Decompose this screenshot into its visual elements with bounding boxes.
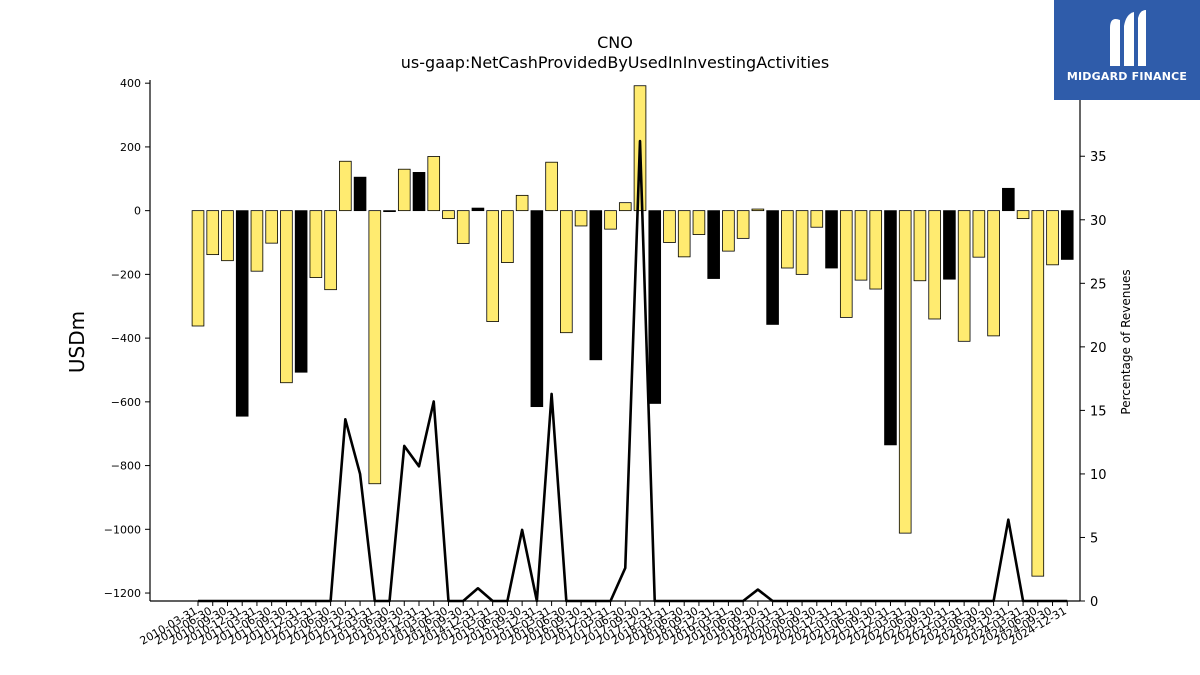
bar-2015-03-31 — [486, 210, 499, 322]
bar-2023-03-31 — [957, 210, 971, 342]
bar-2015-12-31 — [530, 210, 544, 408]
left-tick-label: −1000 — [104, 523, 141, 536]
brand-logo: MIDGARD FINANCE — [1054, 0, 1200, 100]
chart-title: CNO — [597, 33, 633, 52]
bar-2018-09-30 — [692, 210, 706, 235]
bar-2014-12-31 — [471, 207, 485, 212]
bar-2013-12-31 — [412, 172, 426, 212]
bar-2016-06-30 — [560, 210, 573, 334]
bar-2022-12-31 — [943, 210, 956, 280]
bar-2019-06-30 — [736, 210, 750, 239]
bar-2010-09-30 — [221, 210, 234, 262]
bar-2012-09-30 — [339, 160, 352, 212]
bar-2021-03-31 — [839, 210, 853, 318]
bar-2022-06-30 — [913, 210, 927, 282]
bar-2016-12-31 — [589, 210, 603, 361]
bar-2020-03-31 — [781, 210, 794, 269]
bar-2023-12-31 — [1002, 187, 1015, 212]
bar-2012-06-30 — [324, 210, 337, 291]
logo-mark-icon — [1110, 10, 1146, 66]
bar-2012-12-31 — [353, 176, 367, 212]
bar-2010-12-31 — [235, 210, 249, 417]
bar-2023-09-30 — [987, 210, 1000, 337]
bar-2011-12-31 — [294, 210, 308, 373]
bar-2024-03-31 — [1016, 210, 1030, 220]
bar-2013-06-30 — [383, 210, 396, 213]
bar-2019-12-31 — [766, 210, 779, 325]
bar-2021-12-31 — [884, 210, 897, 446]
y-axis-label: USDm — [65, 311, 89, 373]
bar-2014-06-30 — [442, 210, 455, 220]
bar-2020-09-30 — [810, 210, 824, 228]
bar-2016-03-31 — [545, 161, 558, 212]
bar-2016-09-30 — [574, 210, 588, 227]
right-tick-label: 30 — [1090, 214, 1107, 229]
bar-2018-12-31 — [707, 210, 720, 279]
bar-2011-09-30 — [280, 210, 293, 384]
right-tick-label: 5 — [1090, 531, 1098, 546]
bar-2017-06-30 — [618, 202, 632, 212]
bar-2014-09-30 — [456, 210, 470, 244]
bar-2024-06-30 — [1031, 210, 1045, 577]
bar-2024-09-30 — [1046, 210, 1059, 266]
left-tick-label: −400 — [111, 332, 141, 345]
bar-2020-12-31 — [825, 210, 838, 269]
bar-2022-03-31 — [898, 210, 912, 534]
bar-2015-09-30 — [515, 194, 529, 212]
left-tick-label: −600 — [111, 396, 141, 409]
left-ticks: −1200 −1000 −800 −600 −400 −200 0 200 400 — [104, 77, 150, 600]
bar-2017-03-31 — [604, 210, 617, 230]
bar-2023-06-30 — [972, 210, 986, 258]
bar-2013-03-31 — [368, 210, 382, 485]
bar-2010-06-30 — [206, 210, 220, 256]
bar-2012-03-31 — [309, 210, 323, 278]
line-group — [198, 139, 1068, 603]
x-ticks: 2010-03-312010-06-302010-09-302010-12-31… — [138, 601, 1069, 648]
bars-group — [191, 85, 1074, 577]
right-tick-label: 35 — [1090, 150, 1107, 165]
left-tick-label: −200 — [111, 268, 141, 281]
bar-2019-03-31 — [722, 210, 735, 252]
percentage-line — [198, 139, 1068, 603]
bar-2014-03-31 — [427, 156, 441, 212]
right-tick-label: 15 — [1090, 404, 1107, 419]
right-tick-label: 0 — [1090, 595, 1098, 610]
bar-2018-03-31 — [663, 210, 676, 243]
left-tick-label: −1200 — [104, 587, 141, 600]
bar-2019-09-30 — [751, 208, 765, 212]
bar-2020-06-30 — [795, 210, 809, 275]
right-ticks: 0 5 10 15 20 25 30 35 — [1080, 150, 1107, 610]
left-tick-label: 0 — [134, 205, 141, 218]
left-tick-label: 200 — [120, 141, 141, 154]
bar-2013-09-30 — [397, 168, 411, 212]
bar-2021-06-30 — [854, 210, 868, 281]
axes-group — [149, 80, 1081, 602]
bar-2021-09-30 — [869, 210, 883, 290]
bar-2011-06-30 — [265, 210, 278, 244]
bar-2024-12-31 — [1060, 210, 1074, 260]
logo-text: MIDGARD FINANCE — [1066, 70, 1188, 83]
right-tick-label: 10 — [1090, 468, 1107, 483]
chart-subtitle: us-gaap:NetCashProvidedByUsedInInvesting… — [401, 53, 829, 72]
bar-2018-06-30 — [677, 210, 691, 258]
bar-2010-03-31 — [191, 210, 205, 327]
bar-2015-06-30 — [501, 210, 514, 263]
right-axis-label: Percentage of Revenues — [1119, 269, 1133, 414]
left-tick-label: −800 — [111, 460, 141, 473]
bar-2011-03-31 — [250, 210, 264, 272]
right-tick-label: 25 — [1090, 277, 1107, 292]
left-tick-label: 400 — [120, 77, 141, 90]
right-tick-label: 20 — [1090, 341, 1107, 356]
bar-2022-09-30 — [928, 210, 941, 320]
bar-2017-12-31 — [648, 210, 662, 404]
